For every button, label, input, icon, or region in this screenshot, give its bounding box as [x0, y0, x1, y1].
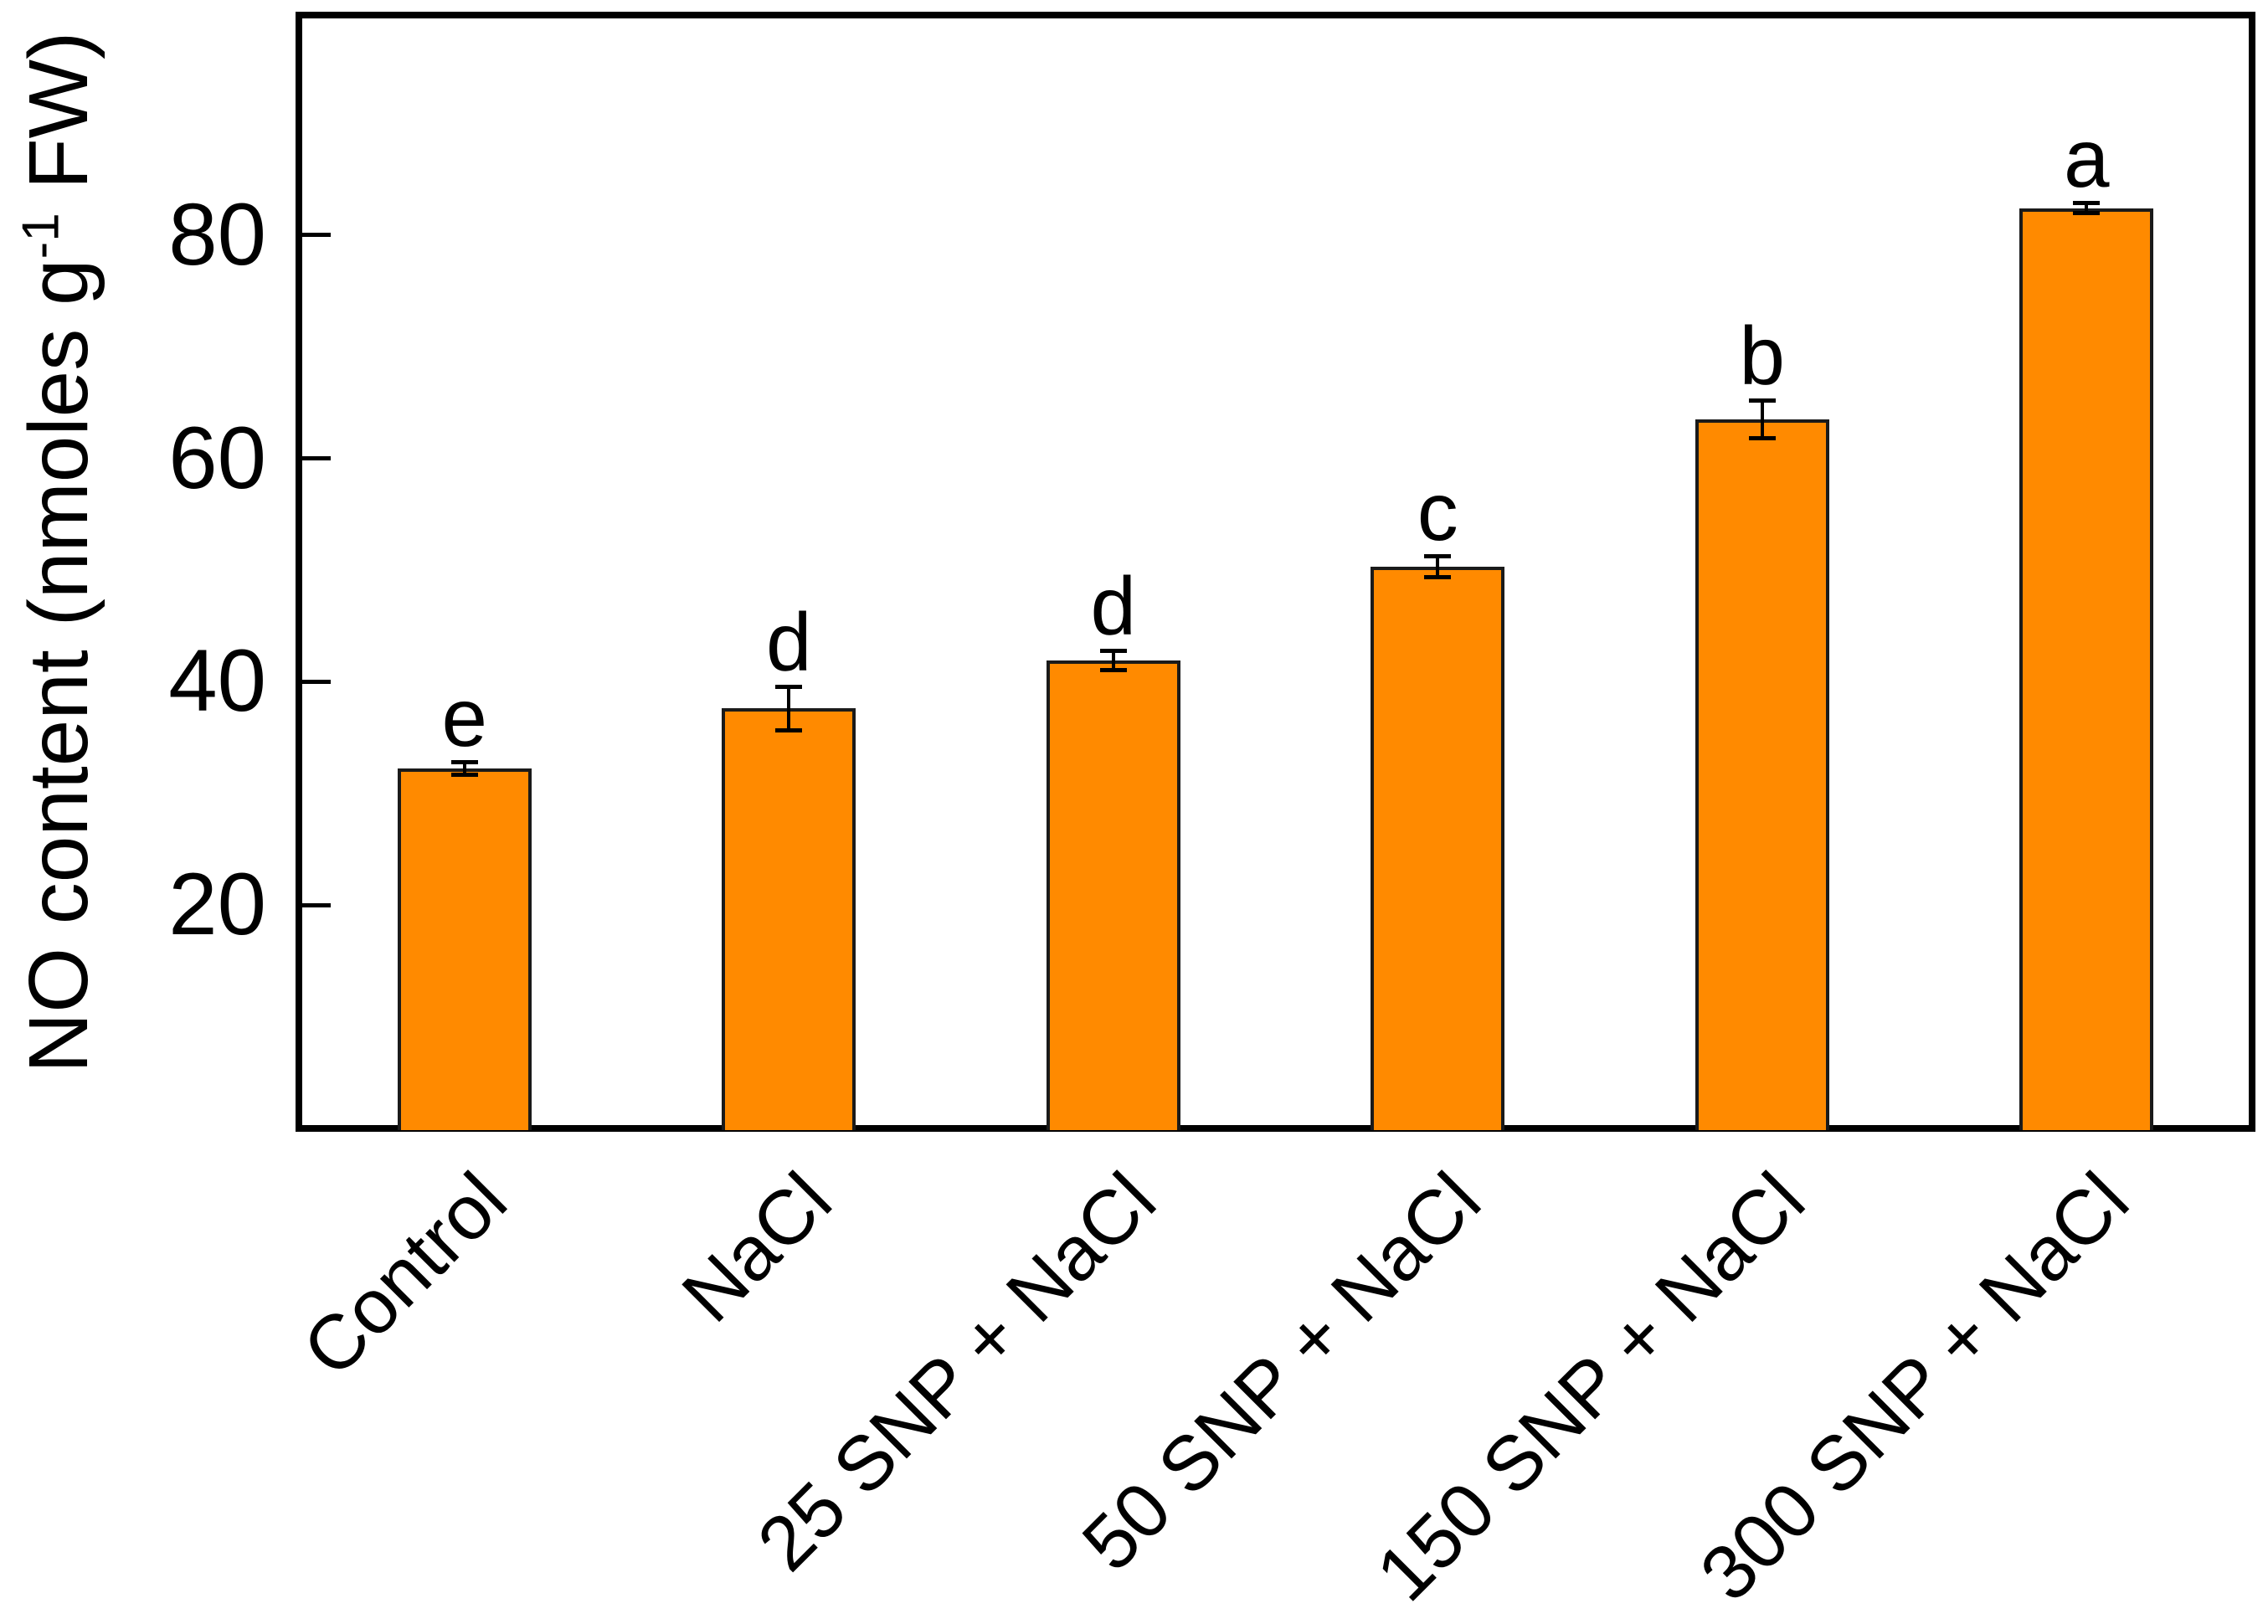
y-tick-mark-80: [302, 233, 331, 238]
y-tick-mark-20: [302, 902, 331, 907]
significance-letter-5: b: [1739, 310, 1786, 403]
significance-letter-4: c: [1417, 465, 1458, 558]
y-tick-mark-40: [302, 679, 331, 684]
bar-6: [2019, 208, 2154, 1130]
error-bar-line-4: [1436, 555, 1440, 578]
significance-letter-2: d: [765, 595, 812, 688]
error-bar-cap-bottom-6: [2073, 211, 2101, 216]
bar-1: [397, 768, 532, 1130]
axis-spine-right: [2249, 12, 2255, 1132]
axis-spine-left: [296, 12, 302, 1132]
error-bar-line-3: [1111, 650, 1115, 671]
error-bar-cap-top-2: [775, 684, 803, 689]
significance-letter-3: d: [1090, 560, 1137, 653]
y-tick-label-60: 60: [168, 409, 266, 507]
error-bar-line-6: [2085, 203, 2089, 214]
y-tick-mark-60: [302, 456, 331, 461]
error-bar-cap-bottom-1: [450, 773, 478, 778]
y-tick-label-80: 80: [168, 185, 266, 284]
x-tick-label-2: NaCl: [666, 1156, 848, 1339]
error-bar-cap-bottom-5: [1748, 435, 1776, 440]
significance-letter-6: a: [2063, 112, 2110, 205]
y-tick-label-40: 40: [168, 632, 266, 731]
error-bar-line-1: [462, 762, 466, 776]
bar-3: [1046, 660, 1180, 1130]
y-tick-label-20: 20: [168, 856, 266, 954]
axis-spine-top: [296, 12, 2255, 18]
error-bar-cap-bottom-3: [1099, 668, 1127, 673]
error-bar-line-5: [1760, 400, 1764, 439]
error-bar-cap-bottom-4: [1424, 575, 1452, 580]
significance-letter-1: e: [441, 671, 488, 764]
error-bar-line-2: [787, 686, 791, 732]
bar-5: [1695, 419, 1829, 1130]
error-bar-cap-top-1: [450, 760, 478, 765]
bar-4: [1371, 566, 1505, 1130]
error-bar-cap-bottom-2: [775, 728, 803, 733]
axis-spine-bottom: [296, 1125, 2255, 1132]
error-bar-cap-top-4: [1424, 553, 1452, 558]
error-bar-cap-top-5: [1748, 398, 1776, 403]
error-bar-cap-top-3: [1099, 649, 1127, 654]
bar-2: [722, 708, 856, 1130]
error-bar-cap-top-6: [2073, 201, 2101, 206]
x-tick-label-1: Control: [286, 1156, 523, 1393]
